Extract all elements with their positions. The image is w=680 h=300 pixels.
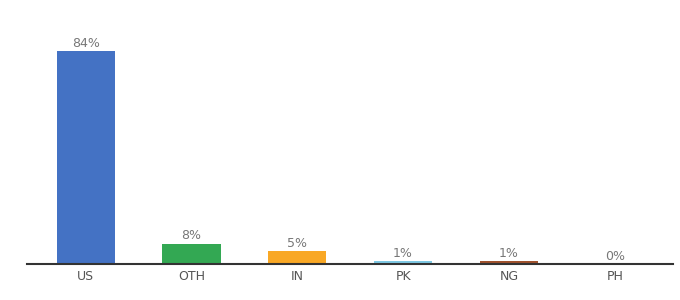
Text: 1%: 1%	[393, 247, 413, 260]
Text: 1%: 1%	[499, 247, 519, 260]
Text: 84%: 84%	[71, 37, 99, 50]
Bar	[56, 51, 115, 264]
Text: 5%: 5%	[287, 237, 307, 250]
Bar	[374, 262, 432, 264]
Bar	[480, 262, 538, 264]
Text: 0%: 0%	[605, 250, 625, 263]
Text: 8%: 8%	[182, 230, 201, 242]
Bar	[268, 251, 326, 264]
Bar	[163, 244, 220, 264]
